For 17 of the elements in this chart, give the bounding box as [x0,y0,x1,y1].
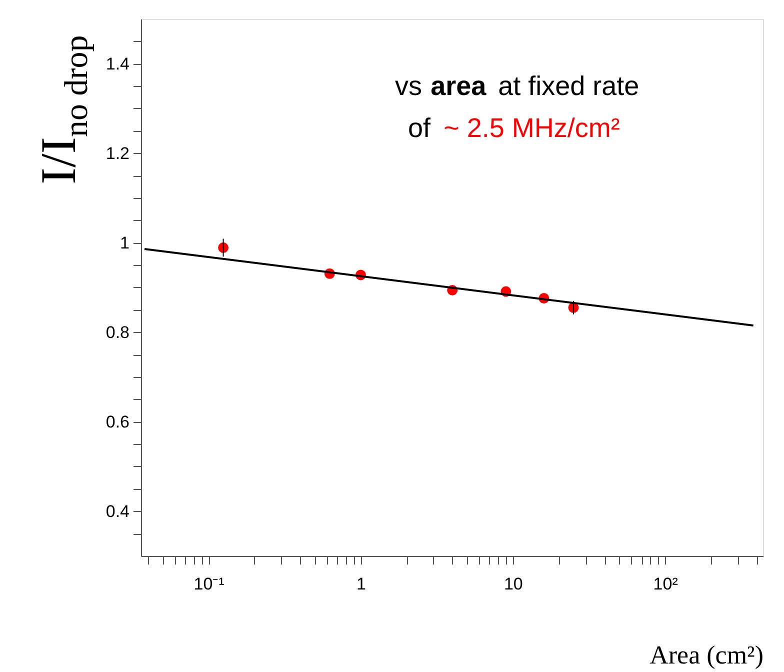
annotation: of [408,113,432,143]
y-tick-label: 0.6 [106,412,130,432]
x-axis-title: Area (cm²) [650,640,764,670]
y-tick-label: 1.4 [106,54,130,74]
y-tick-label: 1.2 [106,144,130,163]
y-tick-label: 1 [120,233,130,252]
annotation: area [430,71,488,101]
x-tick-label: 10 [504,574,523,594]
x-tick-label: 10² [653,574,678,594]
y-tick-label: 0.8 [106,322,130,342]
x-tick-label: 1 [356,574,366,594]
y-axis-title: I/Ino drop [30,35,95,184]
y-tick-label: 0.4 [106,502,130,521]
annotation: ~ 2.5 MHz/cm² [444,113,620,143]
x-tick-label: 10⁻¹ [194,574,225,594]
annotation: at fixed rate [498,71,640,101]
annotation: vs [395,71,422,101]
